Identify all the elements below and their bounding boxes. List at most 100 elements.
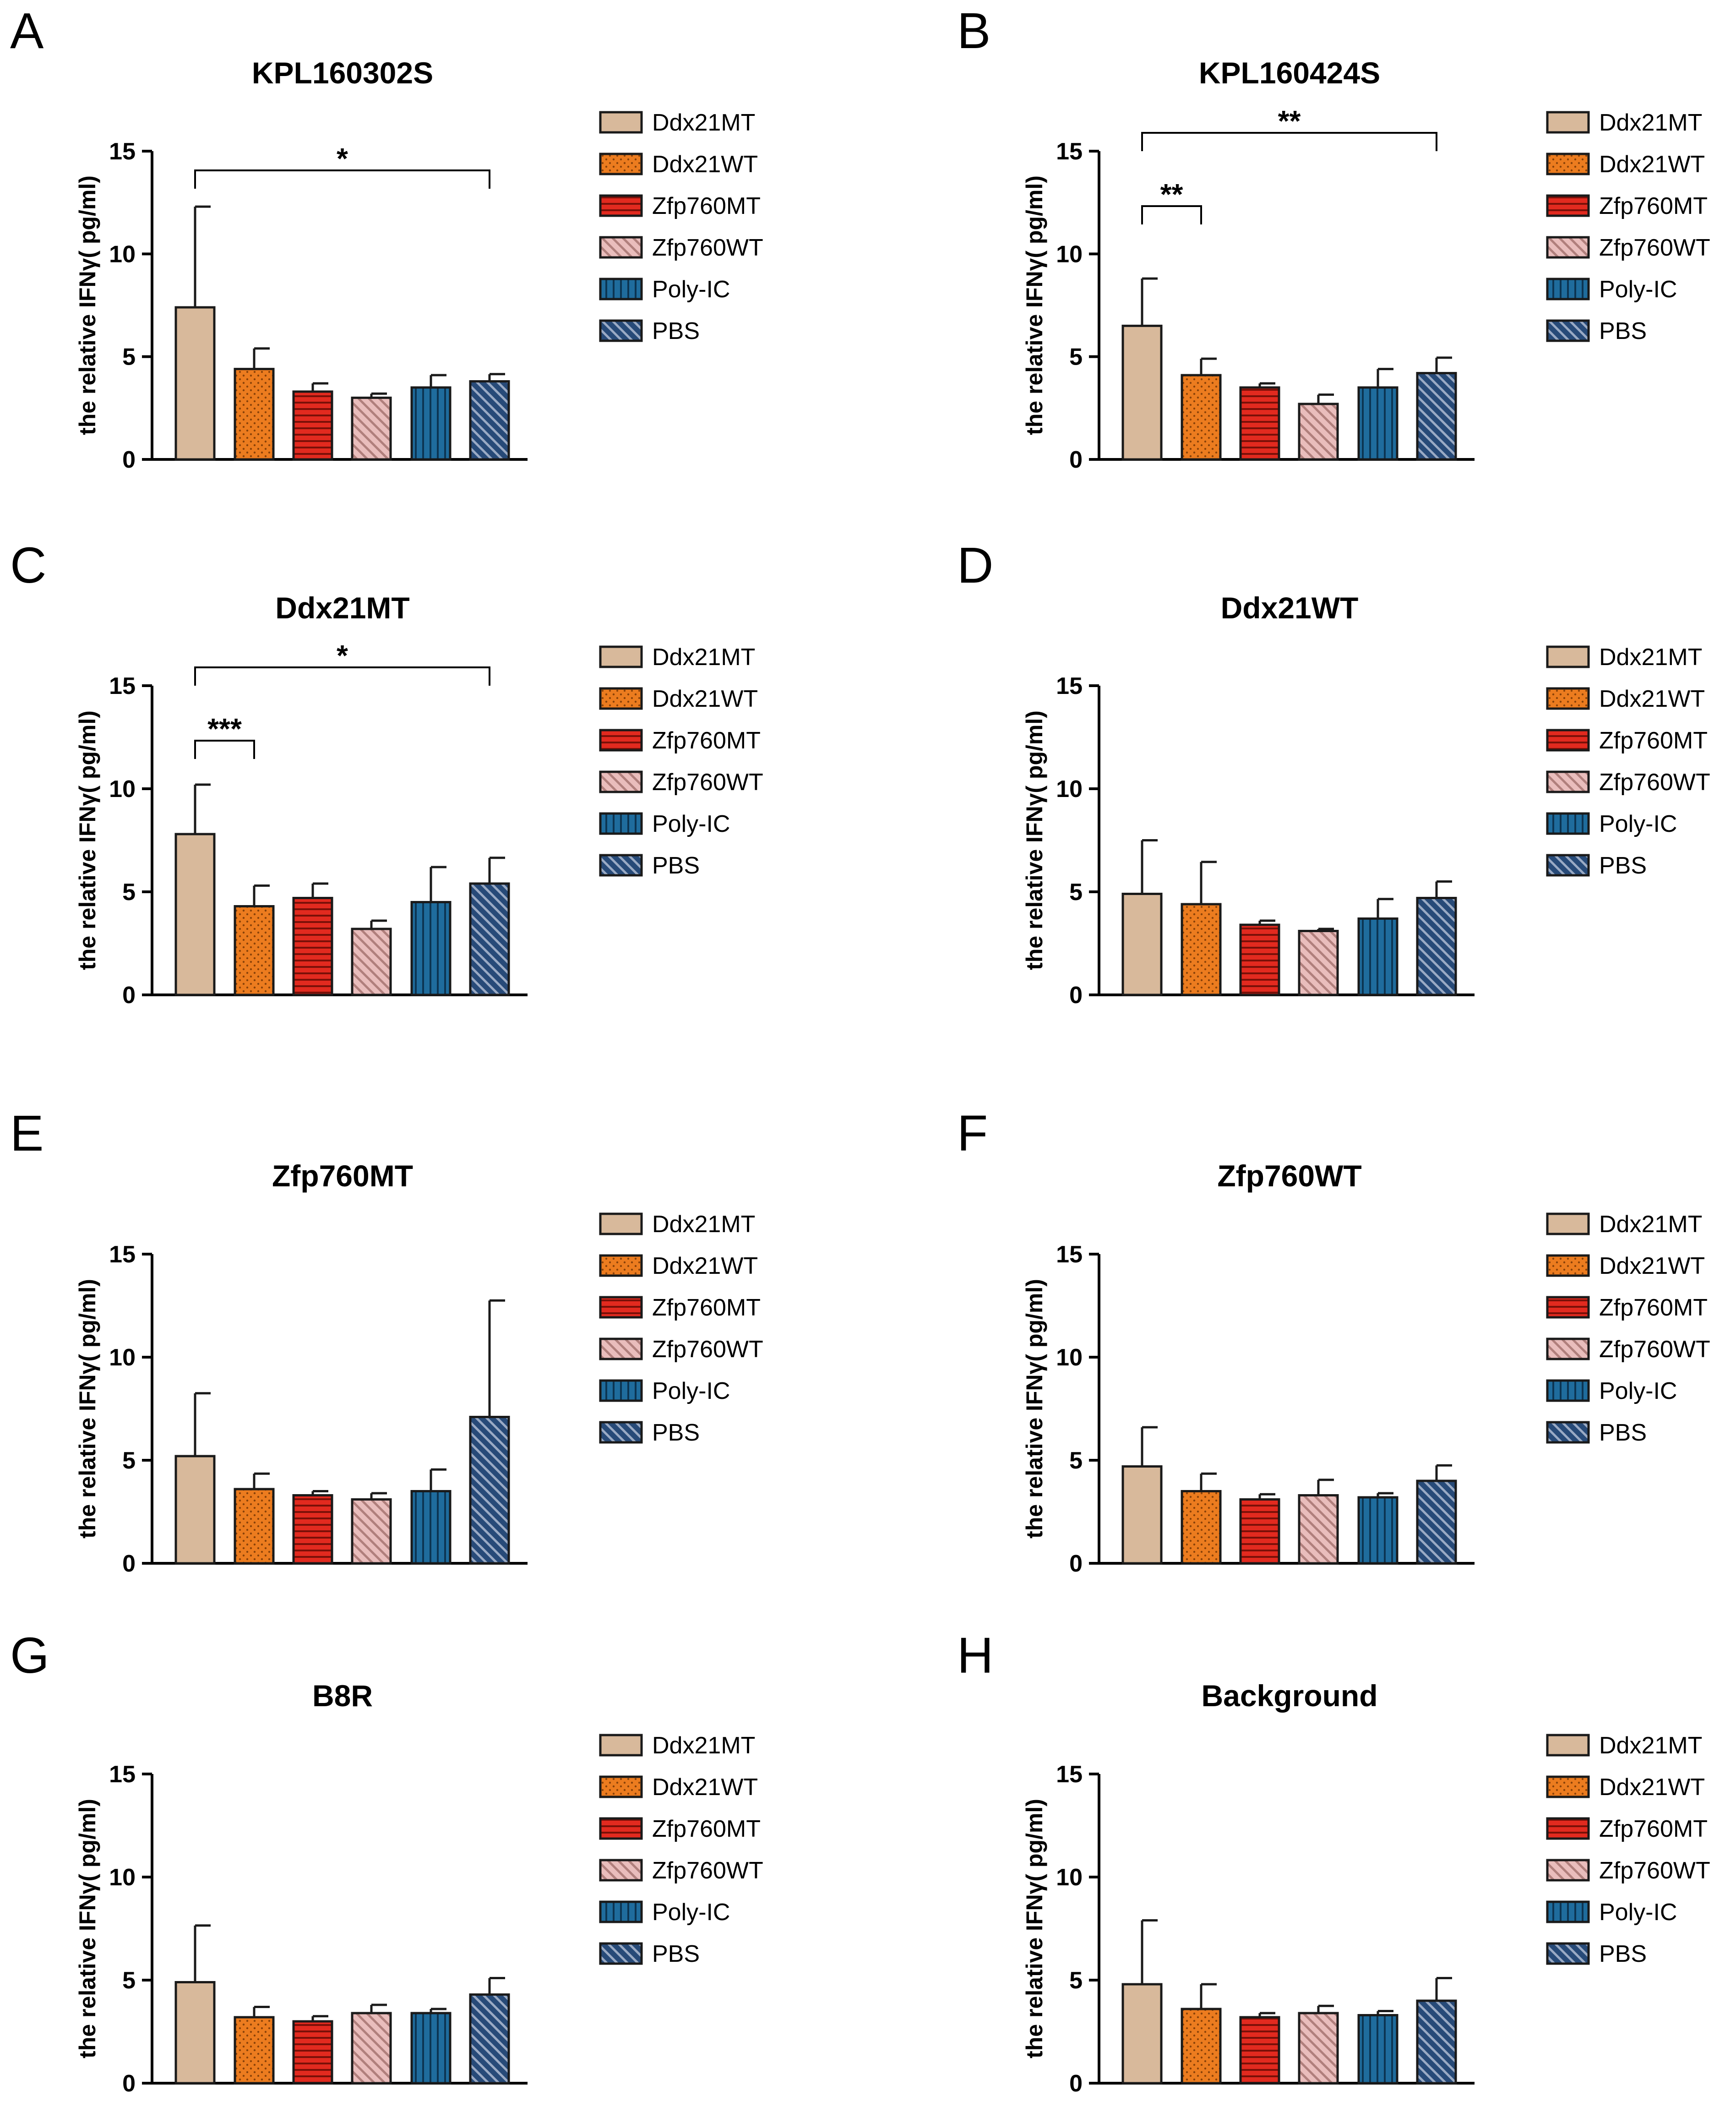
- y-tick-label: 0: [122, 447, 136, 473]
- y-tick-label: 10: [109, 241, 136, 267]
- legend-label: Ddx21WT: [1599, 1774, 1705, 1801]
- bar-pbs: [469, 1993, 510, 2085]
- significance-label: *: [337, 142, 348, 175]
- y-tick-label: 5: [122, 1967, 136, 1994]
- legend: Ddx21MT Ddx21WT Zfp760MT Zfp760WT Poly-IC PBS: [1546, 1211, 1710, 1446]
- legend-swatch: [599, 854, 643, 877]
- legend-label: Poly-IC: [652, 811, 730, 837]
- legend-swatch: [599, 1254, 643, 1277]
- legend-swatch: [1546, 278, 1590, 300]
- chart-title: Background: [1201, 1679, 1377, 1713]
- legend-label: Zfp760WT: [652, 1336, 763, 1363]
- y-tick-label: 0: [1069, 2070, 1083, 2097]
- bar-pbs: [469, 380, 510, 461]
- y-tick-label: 15: [1056, 673, 1083, 699]
- bar-ddx21mt: [1121, 324, 1163, 461]
- bar-poly-ic: [1357, 386, 1399, 461]
- legend-swatch: [1546, 770, 1590, 793]
- legend-swatch: [599, 1296, 643, 1319]
- y-tick-label: 10: [109, 1344, 136, 1371]
- significance-bracket: [194, 740, 255, 759]
- bar-pbs: [469, 1416, 510, 1565]
- legend-swatch: [1546, 1421, 1590, 1444]
- y-axis-label: the relative IFNγ( pg/ml): [75, 1799, 100, 2058]
- legend-swatch: [599, 770, 643, 793]
- bar-poly-ic: [1357, 1496, 1399, 1565]
- legend-swatch: [1546, 1296, 1590, 1319]
- legend-swatch: [1546, 1254, 1590, 1277]
- significance-label: ***: [207, 712, 242, 745]
- bar-ddx21wt: [1181, 903, 1222, 996]
- legend-swatch: [1546, 1734, 1590, 1757]
- bar-zfp760wt: [1298, 403, 1339, 461]
- panel-a: A KPL160302S the relative IFNγ( pg/ml) 0 5 10…: [10, 3, 763, 473]
- chart-title: KPL160424S: [1199, 56, 1380, 90]
- y-tick-label: 5: [1069, 1967, 1083, 1994]
- chart-title: KPL160302S: [252, 56, 433, 90]
- legend-label: Zfp760MT: [1599, 727, 1708, 754]
- y-tick-label: 5: [1069, 344, 1083, 371]
- panel-e: E Zfp760MT the relative IFNγ( pg/ml) 0 5 10 15…: [10, 1105, 763, 1577]
- y-tick-label: 0: [1069, 447, 1083, 473]
- legend-swatch: [1546, 1212, 1590, 1235]
- y-tick-label: 10: [1056, 1864, 1083, 1891]
- legend-label: PBS: [652, 318, 700, 344]
- panel-g: G B8R the relative IFNγ( pg/ml) 0 5 10 15 Ddx21…: [10, 1627, 763, 2097]
- legend-label: Poly-IC: [1599, 1378, 1677, 1404]
- bar-zfp760wt: [351, 396, 392, 461]
- bar-zfp760wt: [351, 928, 392, 996]
- y-axis-label: the relative IFNγ( pg/ml): [1022, 175, 1047, 435]
- legend-label: PBS: [1599, 1419, 1647, 1446]
- panel-letter: E: [10, 1105, 44, 1162]
- legend-swatch: [599, 1337, 643, 1360]
- legend-label: Zfp760MT: [1599, 193, 1708, 219]
- legend-label: Zfp760WT: [1599, 1857, 1710, 1884]
- panel-letter: F: [957, 1105, 988, 1162]
- legend-swatch: [599, 1900, 643, 1923]
- legend-swatch: [599, 153, 643, 175]
- bar-zfp760wt: [1298, 930, 1339, 996]
- legend-label: Ddx21WT: [652, 1774, 758, 1801]
- bar-zfp760wt: [351, 2012, 392, 2085]
- significance-label: **: [1278, 104, 1301, 137]
- chart-title: B8R: [312, 1679, 373, 1713]
- legend-swatch: [1546, 319, 1590, 342]
- legend-swatch: [599, 1859, 643, 1882]
- bar-ddx21mt: [1121, 1465, 1163, 1565]
- significance-label: *: [337, 639, 348, 672]
- y-axis-label: the relative IFNγ( pg/ml): [1022, 1279, 1047, 1539]
- legend-label: PBS: [652, 1419, 700, 1446]
- legend-label: Zfp760WT: [1599, 769, 1710, 796]
- bar-poly-ic: [410, 386, 452, 461]
- legend-swatch: [599, 236, 643, 259]
- significance-bracket: [1141, 132, 1437, 151]
- legend-swatch: [1546, 1817, 1590, 1840]
- legend-label: Poly-IC: [1599, 811, 1677, 837]
- y-tick-label: 15: [109, 1761, 136, 1788]
- legend-swatch: [1546, 729, 1590, 752]
- panel-h: H Background the relative IFNγ( pg/ml) 0 5 10…: [957, 1627, 1710, 2097]
- legend-label: Poly-IC: [652, 1378, 730, 1404]
- legend-swatch: [599, 1212, 643, 1235]
- legend-swatch: [1546, 153, 1590, 175]
- y-tick-label: 10: [109, 1864, 136, 1891]
- legend-label: Zfp760WT: [1599, 235, 1710, 261]
- legend-label: Ddx21MT: [652, 109, 755, 136]
- chart-title: Zfp760WT: [1217, 1159, 1361, 1193]
- panel-letter: D: [957, 537, 993, 594]
- bar-zfp760wt: [1298, 2012, 1339, 2085]
- chart-title: Ddx21MT: [275, 591, 409, 625]
- legend-label: Ddx21WT: [652, 151, 758, 178]
- legend-swatch: [1546, 1859, 1590, 1882]
- bar-pbs: [1416, 372, 1457, 461]
- panel-letter: G: [10, 1627, 49, 1684]
- legend: Ddx21MT Ddx21WT Zfp760MT Zfp760WT Poly-IC PBS: [1546, 1732, 1710, 1967]
- y-axis-label: the relative IFNγ( pg/ml): [75, 710, 100, 970]
- significance-bracket: [1141, 205, 1202, 224]
- bar-ddx21mt: [174, 1455, 216, 1565]
- panel-letter: H: [957, 1627, 993, 1684]
- bar-ddx21mt: [1121, 1983, 1163, 2085]
- legend-label: Zfp760WT: [652, 1857, 763, 1884]
- legend-swatch: [1546, 854, 1590, 877]
- legend-label: Ddx21MT: [1599, 1211, 1702, 1238]
